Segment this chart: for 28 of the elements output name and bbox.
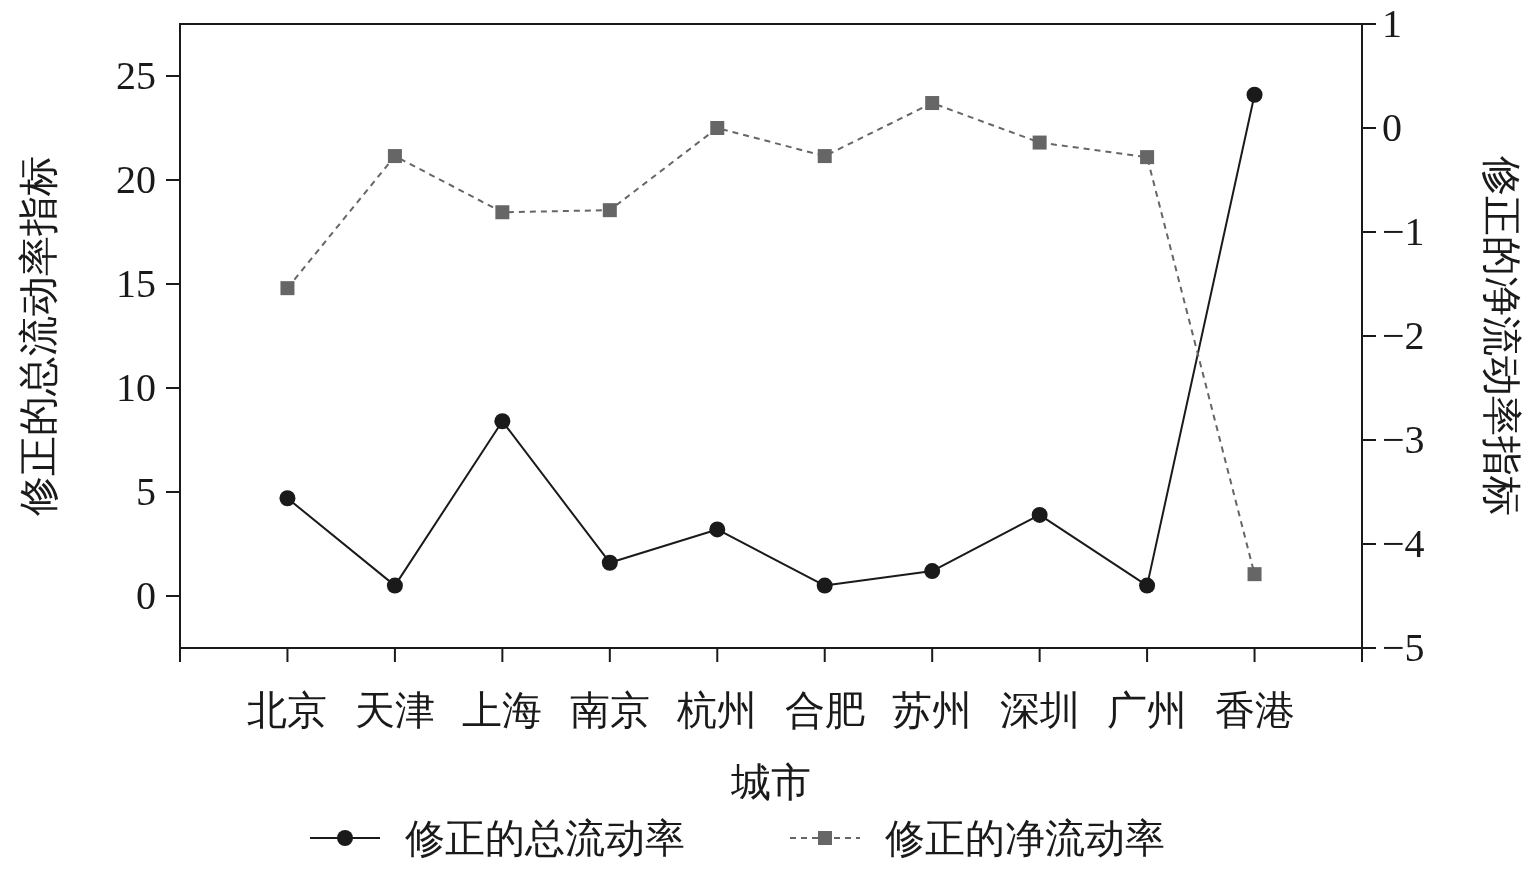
y-tick-label: 20 [116, 157, 156, 202]
y-tick-label: 15 [116, 261, 156, 306]
x-tick-label: 香港 [1214, 688, 1295, 733]
x-tick-label: 苏州 [892, 688, 973, 733]
x-tick-label: 南京 [569, 688, 650, 733]
y-tick-label: 0 [136, 573, 156, 618]
legend-label: 修正的净流动率 [885, 816, 1165, 861]
y2-tick-label: −1 [1382, 209, 1425, 254]
x-axis-title: 城市 [730, 760, 811, 805]
y-tick-label: 25 [116, 53, 156, 98]
y2-axis-title: 修正的净流动率指标 [1479, 156, 1524, 516]
x-tick-label: 北京 [247, 688, 328, 733]
x-tick-label: 深圳 [999, 688, 1080, 733]
y2-tick-label: −2 [1382, 313, 1425, 358]
legend-label: 修正的总流动率 [405, 816, 685, 861]
y2-tick-label: 0 [1382, 105, 1402, 150]
x-tick-label: 杭州 [676, 688, 758, 733]
y2-tick-label: 1 [1382, 1, 1402, 46]
x-tick-label: 天津 [354, 688, 435, 733]
y2-tick-label: −4 [1382, 521, 1425, 566]
x-tick-label: 合肥 [784, 688, 865, 733]
x-tick-label: 上海 [462, 688, 543, 733]
y-tick-label: 10 [116, 365, 156, 410]
y2-tick-label: −3 [1382, 417, 1425, 462]
y-axis-title: 修正的总流动率指标 [16, 156, 61, 516]
y-tick-label: 5 [136, 469, 156, 514]
y2-tick-label: −5 [1382, 625, 1425, 670]
x-tick-label: 广州 [1107, 688, 1188, 733]
